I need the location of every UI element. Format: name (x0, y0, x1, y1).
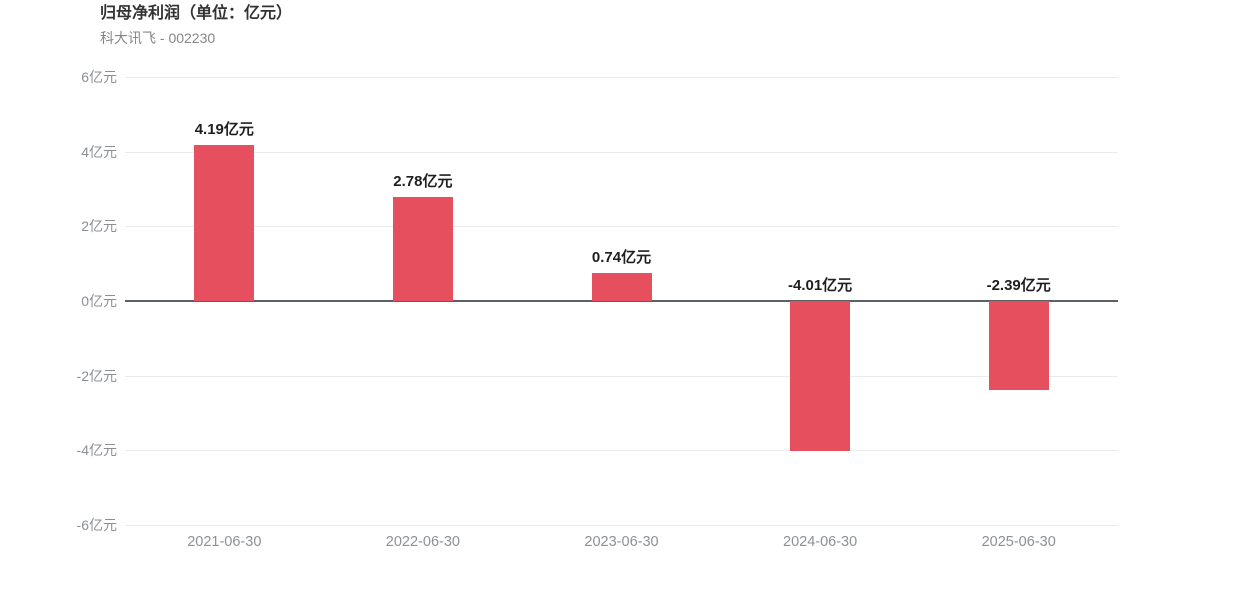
zero-axis-line (125, 300, 1118, 302)
chart-title: 归母净利润（单位：亿元） (100, 5, 293, 22)
bar-value-label: -2.39亿元 (986, 277, 1051, 294)
y-axis-tick-label: 4亿元 (81, 143, 117, 160)
gridline (125, 151, 1118, 153)
y-axis-tick-label: 6亿元 (81, 69, 117, 85)
x-axis-tick-label: 2021-06-30 (187, 534, 262, 550)
gridline (125, 525, 1118, 526)
bar-value-label: 2.78亿元 (393, 173, 453, 191)
y-axis-tick-label: -2亿元 (76, 367, 117, 384)
y-axis-tick-label: -4亿元 (76, 442, 117, 459)
bar[interactable] (194, 144, 255, 301)
x-axis-tick-label: 2022-06-30 (385, 534, 460, 550)
y-axis-tick-label: -6亿元 (76, 517, 117, 533)
bar[interactable] (392, 197, 453, 301)
bar[interactable] (790, 301, 851, 451)
gridline (125, 375, 1118, 377)
gridline (125, 450, 1118, 452)
y-axis-tick-label: 2亿元 (81, 218, 117, 235)
bar-value-label: 4.19亿元 (194, 120, 254, 138)
chart-subtitle: 科大讯飞 - 002230 (100, 30, 216, 46)
gridline (125, 226, 1118, 228)
x-axis-tick-label: 2023-06-30 (584, 534, 659, 550)
y-axis-tick-label: 0亿元 (81, 293, 117, 309)
x-axis-tick-label: 2024-06-30 (783, 534, 858, 550)
gridline (125, 77, 1118, 78)
bar-value-label: 0.74亿元 (591, 249, 652, 267)
bar[interactable] (988, 301, 1049, 391)
bar-value-label: -4.01亿元 (787, 277, 853, 294)
x-axis-tick-label: 2025-06-30 (981, 534, 1056, 550)
bar[interactable] (591, 273, 652, 301)
